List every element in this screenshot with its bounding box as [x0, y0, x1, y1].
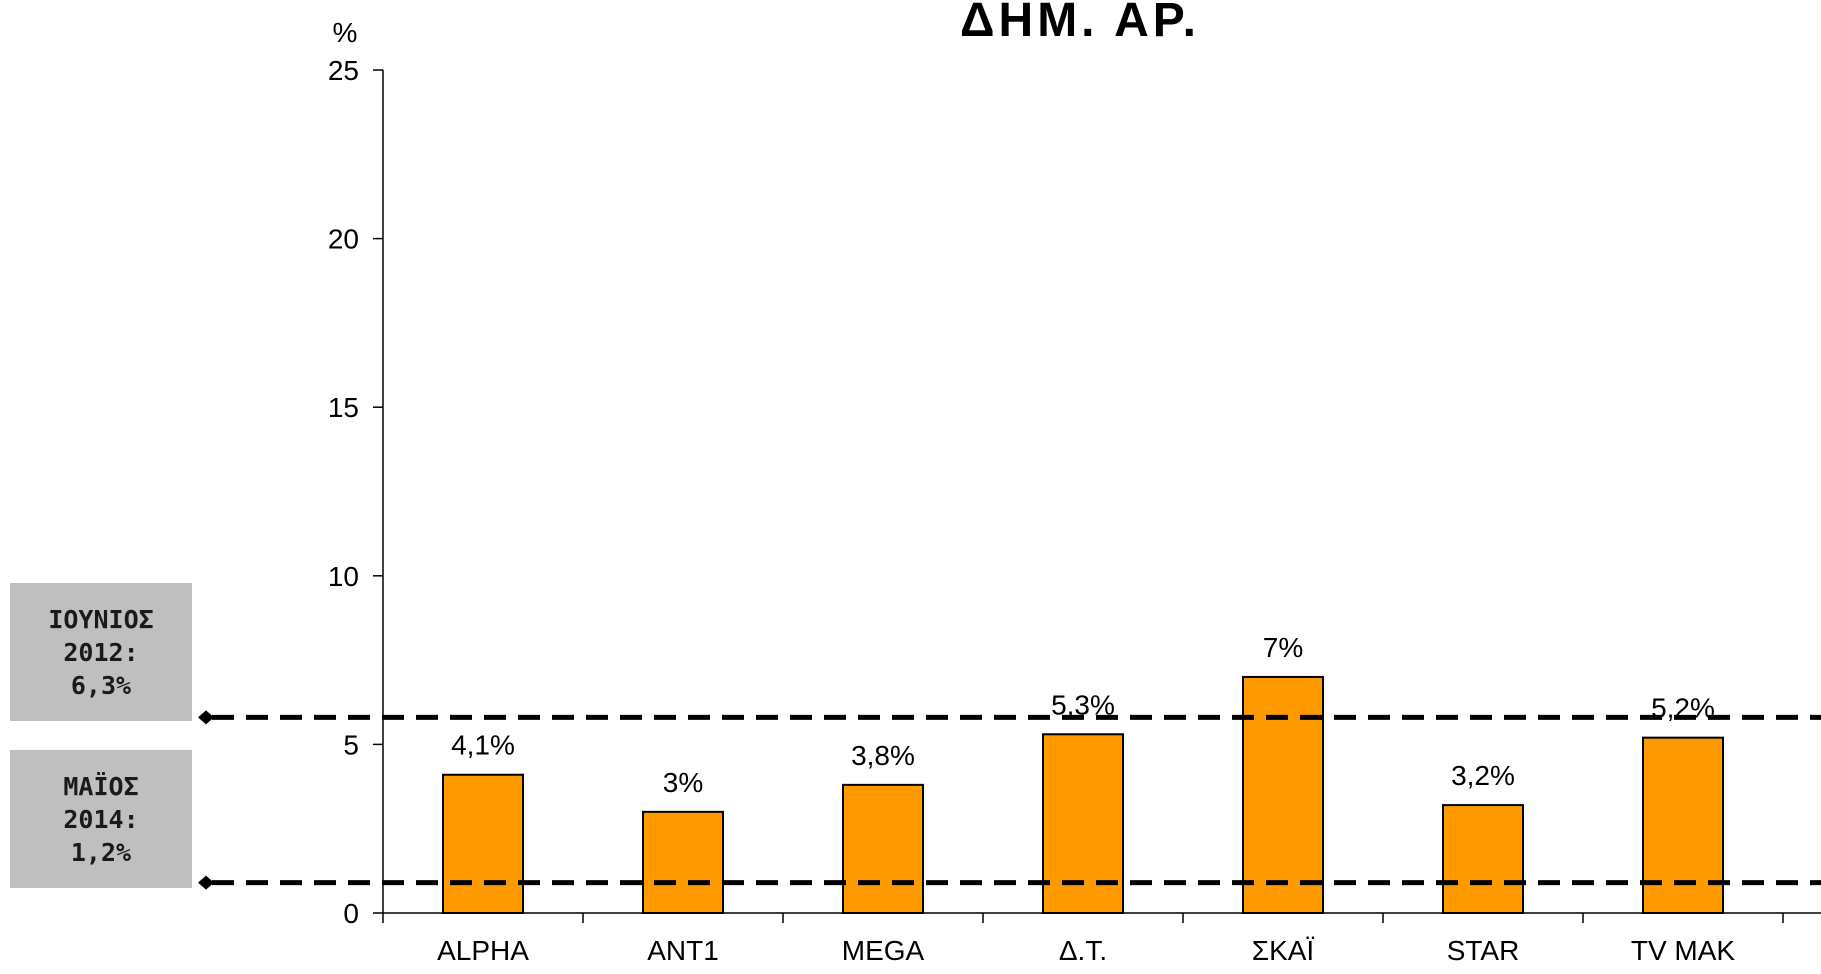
y-tick-label: 5: [343, 729, 359, 760]
y-tick-label: 25: [328, 55, 359, 86]
reference-lines: [198, 710, 1821, 890]
bar: [842, 783, 924, 915]
x-tick-label: ALPHA: [437, 935, 529, 966]
reference-label-may-2014: ΜΑΪΟΣ 2014: 1,2%: [10, 750, 192, 888]
y-tick-label: 20: [328, 224, 359, 255]
data-label: 3%: [663, 767, 703, 798]
y-axis-label: %: [333, 17, 358, 48]
x-tick-label: ANT1: [647, 935, 719, 966]
reference-marker: [198, 875, 214, 890]
y-tick-label: 0: [343, 898, 359, 929]
bar: [1642, 736, 1724, 914]
reference-label-may-2014-text: ΜΑΪΟΣ 2014: 1,2%: [63, 771, 139, 867]
bar: [642, 810, 724, 915]
data-label: 3,2%: [1451, 760, 1515, 791]
bar: [1242, 675, 1324, 915]
reference-label-june-2012: ΙΟΥΝΙΟΣ 2012: 6,3%: [10, 583, 192, 721]
y-tick-label: 10: [328, 561, 359, 592]
bar: [442, 773, 524, 914]
y-tick-label: 15: [328, 392, 359, 423]
x-tick-label: ΣΚΑΪ: [1252, 935, 1315, 966]
axes: 0 5 10 15 20 25: [328, 55, 1821, 929]
chart-title: ΔΗΜ. ΑΡ.: [960, 0, 1200, 47]
data-label: 7%: [1263, 632, 1303, 663]
reference-marker: [198, 710, 214, 725]
reference-label-june-2012-text: ΙΟΥΝΙΟΣ 2012: 6,3%: [48, 604, 154, 700]
bar: [1042, 733, 1124, 914]
data-label: 4,1%: [451, 730, 515, 761]
x-tick-label: STAR: [1447, 935, 1520, 966]
data-label: 3,8%: [851, 740, 915, 771]
x-tick-label: Δ.Τ.: [1059, 935, 1107, 966]
x-tick-label: TV MAK: [1631, 935, 1736, 966]
bar: [1442, 804, 1524, 915]
bars: 4,1%ALPHA3%ANT13,8%MEGA5,3%Δ.Τ.7%ΣΚΑΪ3,2…: [437, 632, 1735, 966]
x-tick-label: MEGA: [842, 935, 925, 966]
